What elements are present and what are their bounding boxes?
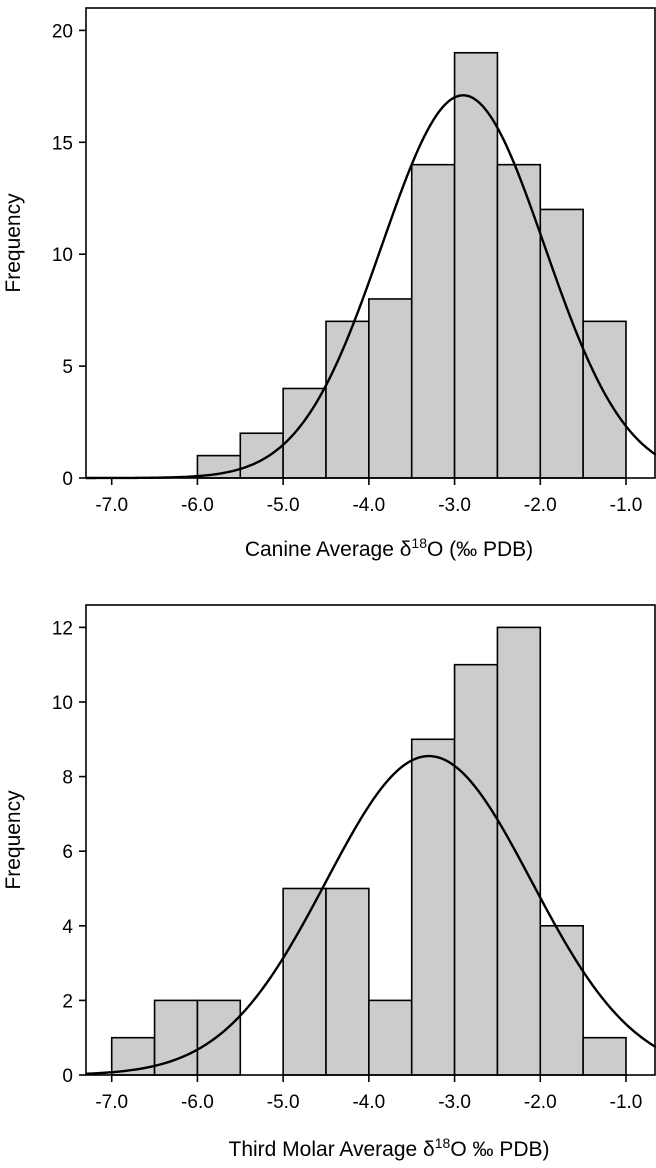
histogram-bar bbox=[453, 51, 499, 479]
x-tick-label: -5.0 bbox=[267, 495, 300, 516]
x-tick-label: -5.0 bbox=[267, 1092, 300, 1113]
x-axis-label: Canine Average δ18O (‰ PDB) bbox=[245, 535, 533, 561]
histogram-bar bbox=[325, 887, 370, 1076]
y-axis-label: Frequency bbox=[2, 193, 25, 293]
x-tick-label: -7.0 bbox=[95, 1092, 128, 1113]
histogram-bar bbox=[582, 320, 627, 479]
y-tick-label: 5 bbox=[62, 357, 73, 378]
histogram-bar bbox=[196, 999, 242, 1076]
y-tick-label: 2 bbox=[62, 991, 73, 1012]
y-tick-label: 20 bbox=[52, 21, 73, 42]
y-tick-label: 4 bbox=[62, 917, 73, 938]
normal-fit-curve bbox=[86, 94, 656, 480]
plot-frame bbox=[85, 604, 656, 1076]
histogram-bar bbox=[410, 738, 456, 1076]
y-tick-label: 12 bbox=[52, 618, 73, 639]
x-tick-label: -2.0 bbox=[524, 495, 557, 516]
y-tick-label: 15 bbox=[52, 133, 73, 154]
histogram-bar bbox=[582, 1036, 627, 1076]
y-tick-label: 6 bbox=[62, 842, 73, 863]
y-axis-label: Frequency bbox=[2, 790, 25, 890]
y-tick-label: 8 bbox=[62, 768, 73, 789]
x-tick-label: -7.0 bbox=[95, 495, 128, 516]
y-tick-label: 0 bbox=[62, 469, 73, 490]
y-tick-label: 10 bbox=[52, 245, 73, 266]
histogram-bar bbox=[325, 320, 370, 479]
histogram-bar bbox=[410, 163, 456, 479]
histogram-bar bbox=[153, 999, 199, 1076]
normal-fit-curve bbox=[85, 754, 656, 1075]
x-tick-label: -1.0 bbox=[610, 495, 643, 516]
histogram-bar bbox=[496, 626, 542, 1076]
histogram-panel-2: 0 2 4 6 8 10 12 -7.0 -6.0 -5.0 -4.0 -3.0 -2.0 -1.0 Fre… bbox=[2, 604, 656, 1161]
histogram-bar bbox=[368, 298, 413, 479]
x-axis-label: Third Molar Average δ18O ‰ PDB) bbox=[229, 1135, 550, 1161]
x-tick-label: -6.0 bbox=[181, 495, 214, 516]
x-tick-label: -6.0 bbox=[181, 1092, 214, 1113]
y-tick-label: 0 bbox=[62, 1066, 73, 1087]
histogram-bar bbox=[453, 663, 499, 1076]
histogram-bar bbox=[282, 887, 327, 1076]
x-tick-label: -1.0 bbox=[610, 1092, 643, 1113]
histogram-bar bbox=[539, 208, 584, 479]
y-tick-label: 10 bbox=[52, 693, 73, 714]
histogram-bar bbox=[239, 432, 284, 479]
x-tick-label: -4.0 bbox=[352, 495, 385, 516]
histogram-bar bbox=[282, 387, 327, 479]
histogram-panel-1: 0 5 10 15 20 -7.0 -6.0 -5.0 -4.0 -3.0 -2.0 -1.0 Freq… bbox=[2, 7, 656, 561]
histogram-bar bbox=[496, 163, 542, 479]
x-tick-label: -3.0 bbox=[438, 495, 471, 516]
x-tick-label: -3.0 bbox=[438, 1092, 471, 1113]
plot-frame bbox=[85, 7, 656, 479]
histogram-bar bbox=[368, 999, 413, 1076]
x-tick-label: -2.0 bbox=[524, 1092, 557, 1113]
x-tick-label: -4.0 bbox=[352, 1092, 385, 1113]
histogram-bar bbox=[539, 924, 584, 1076]
